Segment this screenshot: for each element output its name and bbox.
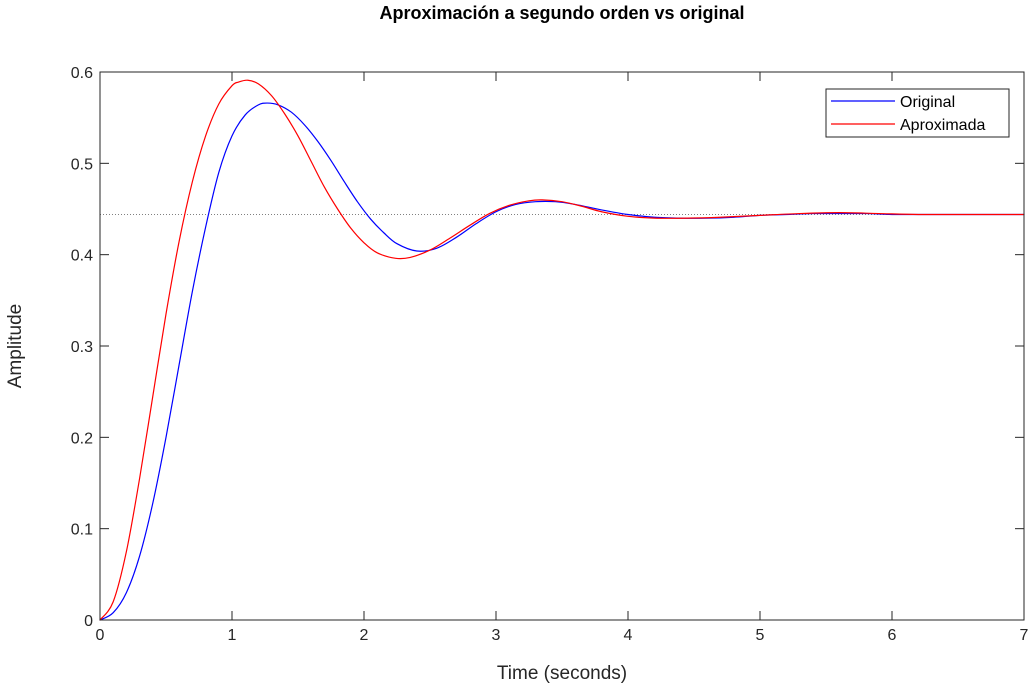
x-tick-label: 3 bbox=[492, 627, 501, 644]
y-tick-label: 0.4 bbox=[71, 248, 93, 265]
x-tick-label: 7 bbox=[1020, 627, 1029, 644]
y-tick-label: 0.2 bbox=[71, 430, 93, 447]
series-layer bbox=[99, 79, 1025, 621]
x-axis-title: Time (seconds) bbox=[497, 663, 627, 684]
plot-area bbox=[100, 72, 1024, 620]
y-tick-label: 0.1 bbox=[71, 522, 93, 539]
series-line-aproximada bbox=[99, 79, 1025, 621]
chart-title: Aproximación a segundo orden vs original bbox=[379, 3, 744, 23]
x-tick-label: 2 bbox=[360, 627, 369, 644]
y-tick-label: 0.3 bbox=[71, 339, 93, 356]
y-tick-label: 0.5 bbox=[71, 156, 93, 173]
x-tick-label: 4 bbox=[624, 627, 633, 644]
x-tick-label: 0 bbox=[96, 627, 105, 644]
legend: Original Aproximada bbox=[825, 88, 1010, 138]
y-tick-label: 0 bbox=[84, 613, 93, 630]
legend-box bbox=[825, 88, 1010, 138]
x-tick-label: 5 bbox=[756, 627, 765, 644]
y-tick-label: 0.6 bbox=[71, 65, 93, 82]
legend-label-original: Original bbox=[900, 94, 955, 111]
y-axis-title: Amplitude bbox=[5, 304, 26, 389]
x-tick-label: 1 bbox=[228, 627, 237, 644]
x-tick-label: 6 bbox=[888, 627, 897, 644]
ticks-layer: 0 1 2 3 4 5 6 7 0 0.1 0.2 0.3 0.4 0.5 0.6 bbox=[71, 65, 1029, 644]
legend-label-aproximada: Aproximada bbox=[900, 117, 985, 134]
